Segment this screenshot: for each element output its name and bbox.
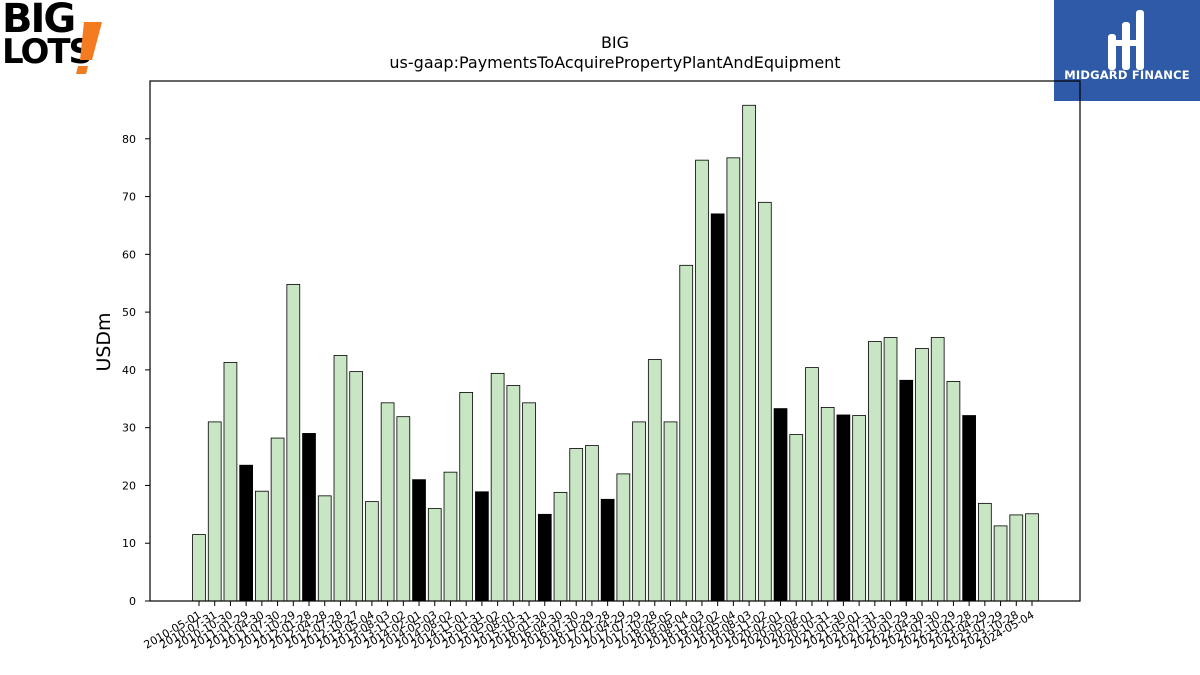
bar-2024-05-04 — [1025, 513, 1039, 602]
y-tick-label-40: 40 — [122, 364, 136, 377]
bar-2013-05-04 — [365, 501, 379, 602]
bar-2021-07-31 — [867, 341, 882, 602]
plot-frame — [149, 80, 1081, 602]
bar-2023-10-28 — [1009, 514, 1024, 602]
chart-subtitle: us-gaap:PaymentsToAcquirePropertyPlantAn… — [389, 53, 840, 72]
bar-2021-01-30 — [836, 414, 851, 602]
bar-2021-05-01 — [852, 415, 866, 602]
bar-2014-11-01 — [459, 392, 474, 602]
bar-2017-04-29 — [616, 473, 631, 602]
bar-2013-11-02 — [396, 416, 411, 602]
x-axis: 2010-05-012010-07-312010-10-302011-01-29… — [142, 601, 1037, 652]
bar-2015-05-02 — [490, 372, 505, 602]
bar-2010-10-30 — [223, 361, 238, 602]
big-lots-logo: BIG LOTS — [2, 0, 102, 74]
y-tick-label-0: 0 — [129, 595, 136, 608]
bar-2022-01-29 — [899, 379, 914, 602]
midgard-mark-icon — [1108, 10, 1144, 70]
y-tick-label-80: 80 — [122, 133, 136, 146]
bar-2018-08-04 — [679, 264, 694, 602]
bar-2012-10-27 — [349, 371, 364, 602]
y-tick-label-20: 20 — [122, 479, 136, 492]
bar-2021-10-30 — [883, 337, 898, 602]
bar-2019-11-02 — [757, 201, 772, 602]
bar-2014-08-02 — [443, 471, 458, 602]
bar-2011-10-29 — [286, 283, 301, 602]
bar-2016-01-30 — [537, 513, 552, 602]
bar-2013-08-03 — [380, 402, 395, 602]
bar-2023-07-29 — [993, 525, 1008, 602]
bar-2015-01-31 — [475, 491, 489, 602]
bar-2015-08-01 — [506, 385, 521, 602]
bar-2011-04-30 — [255, 490, 269, 602]
bar-2017-07-29 — [632, 421, 646, 602]
bar-2019-08-03 — [742, 104, 756, 602]
bar-2011-01-29 — [239, 464, 254, 602]
bar-2010-05-01 — [192, 534, 206, 602]
bar-2012-01-28 — [302, 433, 316, 602]
bar-2016-04-30 — [553, 491, 568, 602]
bar-2016-07-30 — [569, 448, 584, 602]
bar-2020-10-31 — [820, 407, 835, 602]
bar-2018-05-05 — [663, 421, 678, 602]
bars-group — [192, 104, 1039, 602]
bar-2022-07-30 — [930, 337, 945, 602]
bar-2022-10-29 — [946, 381, 961, 602]
bar-2014-05-03 — [427, 508, 442, 602]
chart-title: BIG — [601, 33, 629, 52]
y-axis-label: USDm — [93, 312, 115, 371]
bar-2017-01-28 — [600, 498, 615, 602]
bar-2019-05-04 — [726, 157, 741, 602]
y-tick-label-70: 70 — [122, 191, 136, 204]
bar-2022-04-30 — [915, 348, 929, 602]
bar-2011-07-30 — [270, 437, 285, 602]
bar-2012-07-28 — [333, 355, 348, 602]
bar-2015-10-31 — [522, 402, 536, 602]
midgard-finance-logo: MIDGARD FINANCE — [1054, 0, 1200, 101]
logo-line-lots: LOTS — [2, 32, 93, 72]
bar-2012-04-28 — [317, 495, 332, 602]
y-tick-label-10: 10 — [122, 537, 136, 550]
bar-2016-10-29 — [585, 445, 599, 602]
bar-2020-05-02 — [789, 434, 804, 602]
bar-2023-01-28 — [962, 415, 976, 602]
bar-2018-11-03 — [695, 159, 709, 602]
bar-2010-07-31 — [207, 421, 222, 602]
y-tick-label-50: 50 — [122, 306, 136, 319]
exclamation-mark-icon — [76, 22, 102, 74]
y-tick-label-30: 30 — [122, 422, 136, 435]
logo-line-big: BIG — [2, 0, 76, 42]
bar-2023-04-29 — [978, 502, 992, 602]
bar-2017-10-28 — [647, 359, 662, 602]
midgard-brand-name: MIDGARD FINANCE — [1064, 68, 1190, 82]
bar-2019-02-02 — [710, 213, 725, 602]
y-tick-label-60: 60 — [122, 248, 136, 261]
y-axis: 0 10 20 30 40 50 60 70 80 — [122, 133, 150, 608]
bar-2014-02-01 — [412, 479, 426, 602]
bar-2020-08-01 — [805, 367, 819, 602]
bar-2020-02-01 — [773, 408, 788, 602]
